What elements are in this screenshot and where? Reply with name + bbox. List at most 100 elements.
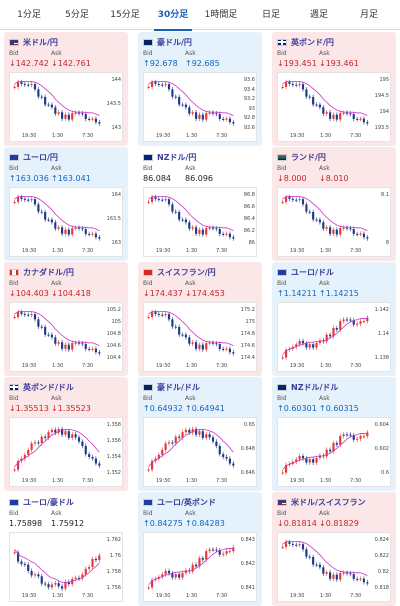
candle [23, 198, 26, 200]
currency-pair-name[interactable]: 豪ドル/円 [157, 37, 192, 47]
currency-pair-name[interactable]: カナダドル/円 [23, 267, 74, 277]
x-tick-label: 1:30 [320, 133, 332, 139]
currency-pair-name[interactable]: 英ポンド/ドル [23, 382, 74, 392]
price-chart[interactable]: 1.142 1.14 1.138 19:30 1:30 7:30 [277, 302, 391, 372]
currency-pair-name[interactable]: 米ドル/スイスフラン [291, 497, 366, 507]
candle [154, 82, 157, 84]
price-chart[interactable]: 144 143.5 143 19:30 1:30 7:30 [9, 72, 123, 142]
candle [222, 233, 225, 235]
candle [288, 82, 291, 84]
eu-flag [277, 268, 287, 276]
x-tick-label: 19:30 [156, 363, 171, 369]
price-chart[interactable]: 0.65 0.648 0.646 19:30 1:30 7:30 [143, 417, 257, 487]
candle [322, 107, 325, 114]
currency-pair-card[interactable]: 豪ドル/ドル Bid Ask ↑0.64932 ↑0.64941 0.65 0.648 0.6… [138, 377, 262, 491]
currency-pair-card[interactable]: NZドル/円 Bid Ask 86.084 86.096 86.8 86.6 86.4 86.2… [138, 147, 262, 261]
y-tick-label: 194.5 [374, 93, 389, 99]
y-tick-label: 175 [245, 319, 255, 325]
ask-value: ↓174.453 [185, 289, 225, 298]
y-tick-label: 93.4 [243, 86, 255, 93]
currency-pair-card[interactable]: ランド/円 Bid Ask ↓8.000 ↓8.010 8.1 8 19:30 1:30 7:30 [272, 147, 396, 261]
currency-pair-card[interactable]: 豪ドル/円 Bid Ask ↑92.678 ↑92.685 93.6 93.4 93.2 93 9… [138, 32, 262, 146]
currency-pair-name[interactable]: 英ポンド/円 [291, 37, 334, 47]
tab-timeframe[interactable]: 1時間足 [204, 10, 238, 20]
currency-pair-card[interactable]: ユーロ/英ポンド Bid Ask ↑0.84275 ↑0.84283 0.843 0.842… [138, 492, 262, 606]
price-chart[interactable]: 8.1 8 19:30 1:30 7:30 [277, 187, 391, 257]
candle [157, 454, 160, 459]
price-chart[interactable]: 0.843 0.842 0.841 19:30 1:30 7:30 [143, 532, 257, 602]
currency-pair-card[interactable]: 米ドル/円 Bid Ask ↓142.742 ↓142.761 144 143.5 143 19… [4, 32, 128, 146]
candle [225, 456, 228, 459]
candle [205, 551, 208, 560]
tab-timeframe[interactable]: 日足 [261, 10, 280, 20]
currency-pair-name[interactable]: ランド/円 [291, 152, 326, 162]
x-tick-label: 19:30 [156, 593, 171, 599]
currency-pair-card[interactable]: ユーロ/豪ドル Bid Ask 1.75898 1.75912 1.762 1.76 1.75… [4, 492, 128, 606]
price-chart[interactable]: 93.6 93.4 93.2 93 92.8 92.6 19:30 1:30 7:30 [143, 72, 257, 142]
currency-pair-name[interactable]: 米ドル/円 [23, 37, 58, 47]
ask-value: ↓193.461 [319, 59, 359, 68]
y-axis-labels: 0.843 0.842 0.841 [231, 537, 255, 591]
tab-timeframe[interactable]: 5分足 [65, 10, 89, 20]
tab-timeframe[interactable]: 週足 [309, 10, 328, 20]
candle [281, 201, 284, 203]
currency-pair-card[interactable]: 英ポンド/ドル Bid Ask ↓1.35513 ↓1.35523 1.358 1.356 1… [4, 377, 128, 491]
candle [50, 584, 54, 588]
currency-pair-name[interactable]: スイスフラン/円 [157, 267, 216, 277]
currency-pair-card[interactable]: スイスフラン/円 Bid Ask ↓174.437 ↓174.453 175.2 175 17… [138, 262, 262, 376]
x-tick-label: 1:30 [186, 593, 198, 599]
tab-timeframe[interactable]: 15分足 [110, 10, 140, 20]
candle [13, 201, 16, 203]
tab-timeframe[interactable]: 30分足 [150, 0, 196, 31]
currency-pair-name[interactable]: ユーロ/英ポンド [157, 497, 216, 507]
currency-pair-name[interactable]: NZドル/ドル [291, 382, 339, 392]
y-axis-labels: 1.762 1.76 1.758 1.756 [97, 537, 121, 591]
currency-pair-card[interactable]: ユーロ/円 Bid Ask ↑163.036 ↑163.041 164 163.5 163 19… [4, 147, 128, 261]
currency-pair-name[interactable]: ユーロ/円 [23, 152, 58, 162]
currency-pair-name[interactable]: ユーロ/豪ドル [23, 497, 74, 507]
currency-pair-name[interactable]: NZドル/円 [157, 152, 197, 162]
currency-pair-card[interactable]: ユーロ/ドル Bid Ask ↑1.14211 ↑1.14215 1.142 1.14 1.1… [272, 262, 396, 376]
currency-pair-card[interactable]: カナダドル/円 Bid Ask ↓104.403 ↓104.418 105.2 105 104… [4, 262, 128, 376]
price-chart[interactable]: 0.824 0.822 0.82 0.818 19:30 1:30 7:30 [277, 532, 391, 602]
candle [281, 546, 284, 548]
x-axis-labels: 19:30 1:30 7:30 [148, 593, 228, 601]
x-tick-label: 7:30 [82, 363, 94, 369]
price-chart[interactable]: 175.2 175 174.8 174.6 174.4 19:30 1:30 7:30 [143, 302, 257, 372]
currency-pair-card[interactable]: 英ポンド/円 Bid Ask ↓193.451 ↓193.461 195 194.5 194 1… [272, 32, 396, 146]
tab-timeframe[interactable]: 1分足 [17, 10, 41, 20]
candle [205, 228, 208, 235]
price-chart[interactable]: 195 194.5 194 193.5 19:30 1:30 7:30 [277, 72, 391, 142]
candle [228, 551, 232, 553]
currency-pair-name[interactable]: 豪ドル/ドル [157, 382, 200, 392]
price-chart[interactable]: 164 163.5 163 19:30 1:30 7:30 [9, 187, 123, 257]
candle [222, 118, 225, 120]
candle [308, 96, 311, 98]
x-tick-label: 19:30 [22, 478, 37, 484]
price-chart[interactable]: 86.8 86.6 86.4 86.2 86 19:30 1:30 7:30 [143, 187, 257, 257]
candle [27, 564, 30, 571]
currency-pair-card[interactable]: NZドル/ドル Bid Ask ↑0.60301 ↑0.60315 0.604 0.602 0… [272, 377, 396, 491]
candle [77, 342, 81, 344]
candle [57, 342, 60, 344]
card-header: 豪ドル/ドル [143, 380, 257, 394]
price-chart[interactable]: 105.2 105 104.8 104.6 104.4 19:30 1:30 7:30 [9, 302, 123, 372]
price-chart[interactable]: 1.358 1.356 1.354 1.352 19:30 1:30 7:30 [9, 417, 123, 487]
currency-pair-card[interactable]: 米ドル/スイスフラン Bid Ask ↓0.81814 ↓0.81829 0.824 0.8… [272, 492, 396, 606]
currency-pair-name[interactable]: ユーロ/ドル [291, 267, 334, 277]
price-chart[interactable]: 1.762 1.76 1.758 1.756 19:30 1:30 7:30 [9, 532, 123, 602]
price-chart[interactable]: 0.604 0.602 0.6 19:30 1:30 7:30 [277, 417, 391, 487]
candle [23, 454, 26, 459]
candle [359, 321, 362, 324]
tab-timeframe[interactable]: 月足 [359, 10, 378, 20]
candle [71, 113, 74, 120]
candle [325, 227, 328, 229]
y-tick-label: 105.2 [106, 307, 121, 313]
candle [81, 441, 84, 446]
y-axis-labels: 164 163.5 163 [97, 192, 121, 246]
candle [281, 86, 284, 88]
candle [288, 542, 291, 544]
candle [366, 317, 369, 322]
y-tick-label: 175.2 [240, 307, 255, 313]
candle [349, 434, 352, 436]
